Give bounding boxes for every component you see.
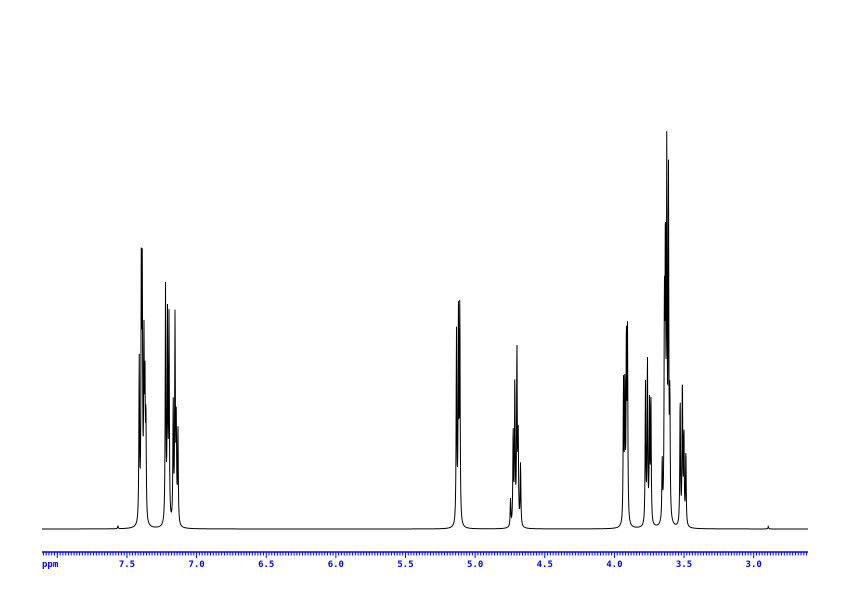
x-tick-label: 5.5 (397, 560, 413, 570)
x-tick-label: 5.0 (467, 560, 483, 570)
x-tick-label: 4.5 (537, 560, 553, 570)
spectrum-trace-group (42, 131, 808, 530)
x-tick-label: 7.0 (188, 560, 204, 570)
x-axis-unit-label: ppm (42, 560, 59, 570)
x-tick-label: 3.5 (676, 560, 692, 570)
x-tick-label: 6.0 (328, 560, 344, 570)
x-tick-label: 6.5 (258, 560, 274, 570)
peak-37 (680, 401, 681, 402)
x-tick-label: 7.5 (119, 560, 135, 570)
peak-38 (682, 383, 683, 384)
spectrum-line (42, 131, 808, 530)
x-tick-label: 4.0 (606, 560, 622, 570)
x-axis: 7.5 7.0 6.5 6.0 5.5 5.0 4.5 4.0 3.5 3.0 (42, 551, 808, 570)
x-tick-label: 3.0 (746, 560, 762, 570)
